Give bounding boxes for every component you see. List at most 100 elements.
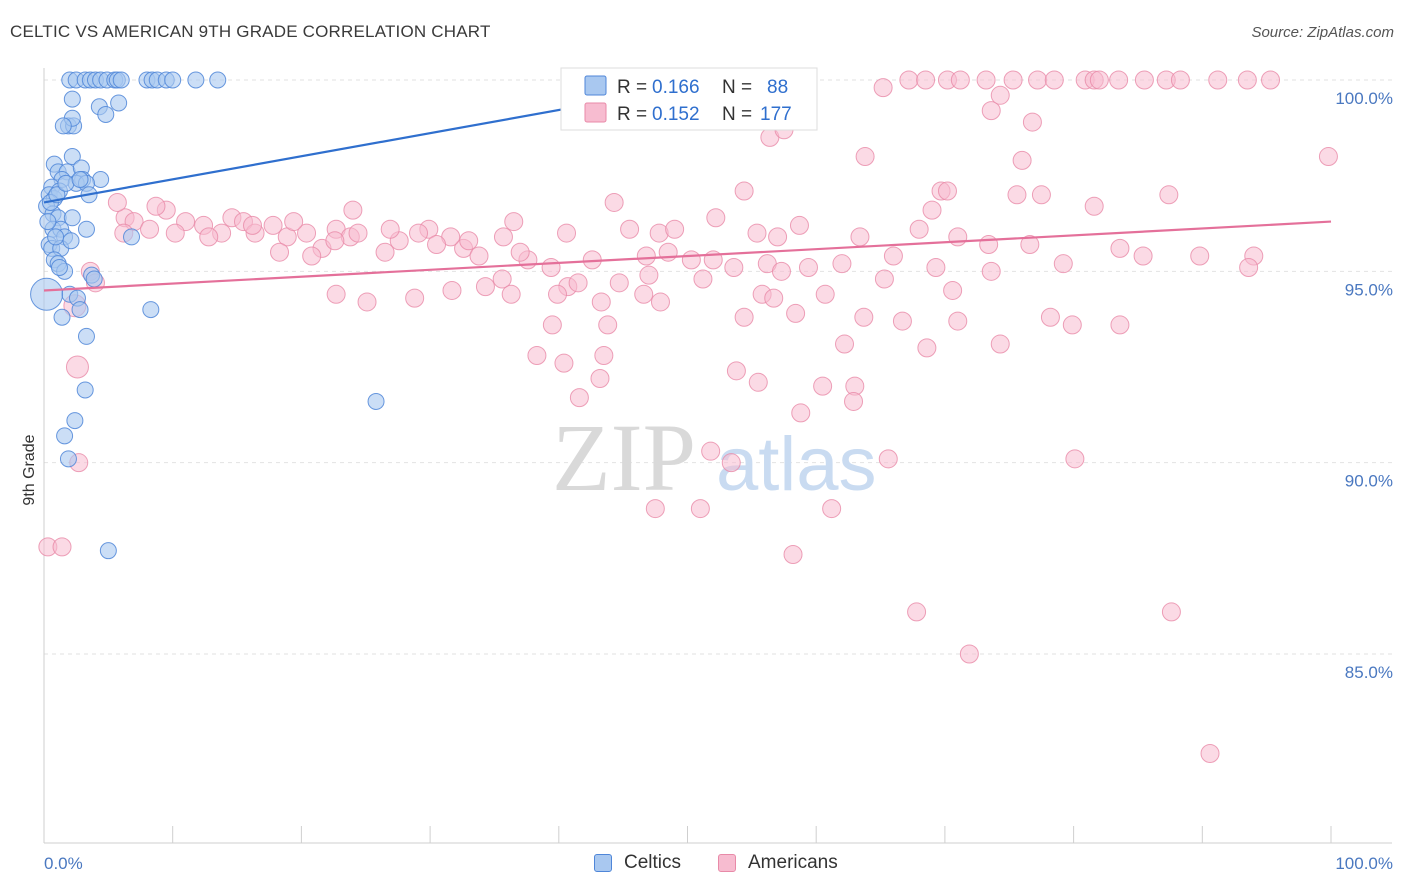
y-axis-label: 9th Grade bbox=[21, 434, 38, 505]
americans-point bbox=[658, 242, 678, 262]
americans-point bbox=[844, 391, 864, 411]
celtics-point bbox=[97, 105, 115, 123]
americans-point bbox=[1133, 246, 1153, 266]
americans-point bbox=[909, 219, 929, 239]
americans-point bbox=[594, 346, 614, 366]
americans-point bbox=[1065, 449, 1085, 469]
americans-point bbox=[427, 235, 447, 255]
americans-point bbox=[554, 353, 574, 373]
americans-point bbox=[380, 219, 400, 239]
americans-point bbox=[764, 288, 784, 308]
americans-point bbox=[541, 258, 561, 278]
americans-point bbox=[681, 250, 701, 270]
americans-point bbox=[1089, 70, 1109, 90]
americans-point bbox=[726, 361, 746, 381]
americans-point bbox=[1261, 70, 1281, 90]
americans-point bbox=[548, 284, 568, 304]
celtics-point bbox=[57, 174, 75, 192]
legend-americans-n-value: 177 bbox=[760, 104, 792, 125]
americans-point bbox=[107, 192, 127, 212]
americans-point bbox=[835, 334, 855, 354]
celtics-point bbox=[53, 308, 71, 326]
americans-point bbox=[948, 227, 968, 247]
americans-point bbox=[734, 307, 754, 327]
americans-point bbox=[1161, 602, 1181, 622]
celtics-point bbox=[63, 209, 81, 227]
americans-point bbox=[937, 181, 957, 201]
americans-point bbox=[701, 441, 721, 461]
americans-point bbox=[493, 227, 513, 247]
americans-point bbox=[348, 223, 368, 243]
y-tick-label-1: 90.0% bbox=[1345, 472, 1393, 491]
americans-point bbox=[990, 85, 1010, 105]
bottom-legend-americans-label: Americans bbox=[748, 852, 838, 873]
americans-point bbox=[469, 246, 489, 266]
americans-point bbox=[1020, 235, 1040, 255]
americans-point bbox=[636, 246, 656, 266]
americans-point bbox=[591, 292, 611, 312]
americans-point bbox=[693, 269, 713, 289]
americans-point bbox=[917, 338, 937, 358]
americans-point bbox=[724, 258, 744, 278]
americans-point bbox=[501, 284, 521, 304]
americans-point bbox=[1062, 315, 1082, 335]
americans-point bbox=[981, 101, 1001, 121]
americans-point bbox=[65, 355, 89, 379]
americans-point bbox=[990, 334, 1010, 354]
americans-point bbox=[892, 311, 912, 331]
americans-point bbox=[878, 449, 898, 469]
americans-point bbox=[789, 215, 809, 235]
celtics-point bbox=[367, 392, 385, 410]
americans-point bbox=[1110, 315, 1130, 335]
americans-point bbox=[873, 78, 893, 98]
americans-point bbox=[590, 368, 610, 388]
source-label: Source: ZipAtlas.com bbox=[1251, 24, 1394, 41]
americans-point bbox=[922, 200, 942, 220]
americans-point bbox=[343, 200, 363, 220]
americans-point bbox=[768, 227, 788, 247]
celtics-point bbox=[112, 71, 130, 89]
legend-celtics-n-label: N = bbox=[722, 77, 752, 98]
americans-point bbox=[1084, 196, 1104, 216]
americans-point bbox=[748, 372, 768, 392]
celtics-point bbox=[56, 427, 74, 445]
americans-point bbox=[609, 273, 629, 293]
americans-point bbox=[604, 192, 624, 212]
x-tick-labels: 0.0% 100.0% bbox=[44, 854, 1393, 873]
legend-celtics-r-label: R = bbox=[617, 77, 647, 98]
americans-point bbox=[263, 215, 283, 235]
bottom-legend-americans-swatch bbox=[718, 854, 736, 872]
americans-point bbox=[284, 212, 304, 232]
americans-point bbox=[527, 346, 547, 366]
legend: R = 0.166 N = 88 R = 0.152 N = 177 bbox=[560, 67, 818, 131]
americans-point bbox=[883, 246, 903, 266]
americans-point bbox=[874, 269, 894, 289]
americans-point bbox=[242, 215, 262, 235]
americans-point bbox=[926, 258, 946, 278]
celtics-point bbox=[209, 71, 227, 89]
americans-point bbox=[140, 219, 160, 239]
americans-point bbox=[270, 242, 290, 262]
americans-point bbox=[492, 269, 512, 289]
americans-point bbox=[1170, 70, 1190, 90]
celtics-point bbox=[71, 170, 89, 188]
americans-point bbox=[665, 219, 685, 239]
americans-point bbox=[639, 265, 659, 285]
celtics-point bbox=[63, 90, 81, 108]
americans-point bbox=[568, 273, 588, 293]
bottom-legend-celtics: Celtics bbox=[594, 852, 681, 874]
celtics-point bbox=[164, 71, 182, 89]
americans-point bbox=[1031, 185, 1051, 205]
americans-point bbox=[1110, 238, 1130, 258]
watermark-zip: ZIP bbox=[552, 404, 696, 511]
americans-point bbox=[822, 499, 842, 519]
americans-point bbox=[979, 235, 999, 255]
celtics-point bbox=[110, 94, 128, 112]
watermark-atlas: atlas bbox=[716, 422, 877, 507]
celtics-point bbox=[76, 381, 94, 399]
bottom-legend: Celtics Americans bbox=[0, 850, 1406, 880]
legend-americans-n-label: N = bbox=[722, 104, 752, 125]
americans-point bbox=[747, 223, 767, 243]
americans-point bbox=[734, 181, 754, 201]
